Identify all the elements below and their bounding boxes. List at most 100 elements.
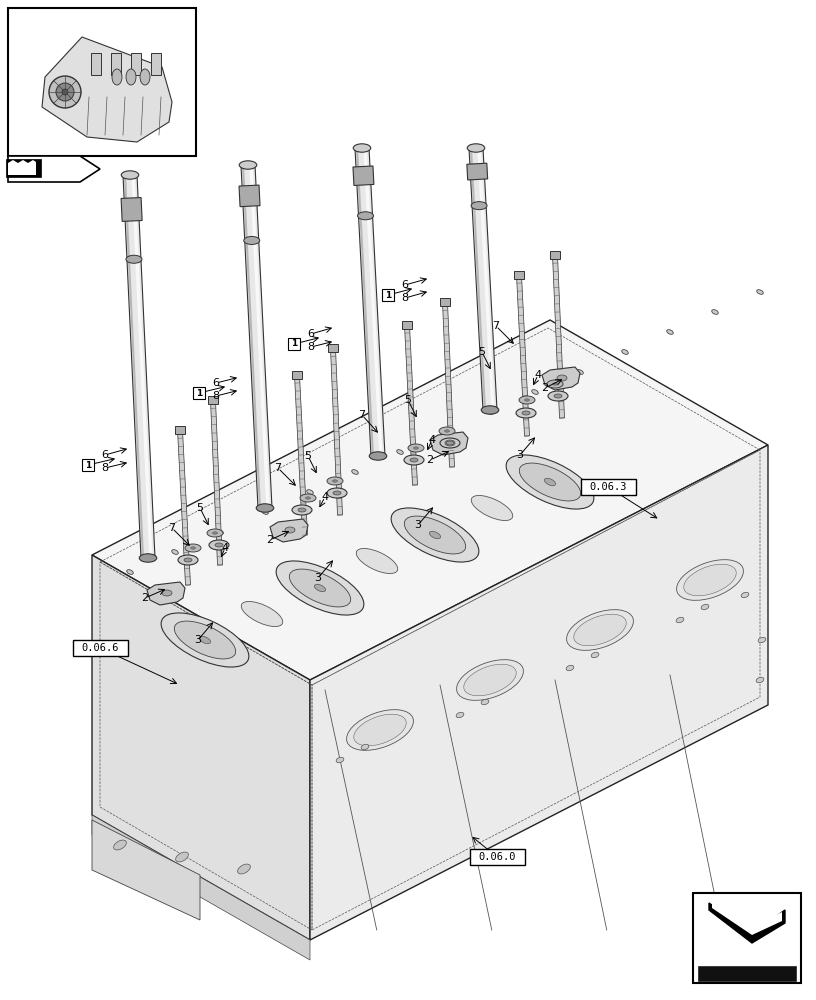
- Ellipse shape: [314, 584, 326, 592]
- Ellipse shape: [56, 83, 74, 101]
- Ellipse shape: [397, 450, 403, 454]
- Ellipse shape: [370, 452, 387, 460]
- Text: 2: 2: [141, 593, 149, 603]
- Ellipse shape: [758, 637, 766, 643]
- Polygon shape: [712, 900, 782, 935]
- Ellipse shape: [336, 757, 344, 763]
- Ellipse shape: [217, 530, 224, 534]
- Polygon shape: [467, 163, 488, 180]
- Text: 3: 3: [517, 450, 524, 460]
- Ellipse shape: [237, 864, 251, 874]
- Polygon shape: [405, 325, 418, 485]
- Text: 6: 6: [401, 280, 409, 290]
- Ellipse shape: [481, 406, 499, 414]
- Text: 2: 2: [542, 383, 548, 393]
- Ellipse shape: [456, 712, 463, 718]
- Ellipse shape: [292, 505, 312, 515]
- Ellipse shape: [440, 438, 460, 448]
- Ellipse shape: [574, 614, 626, 646]
- Text: 6: 6: [212, 378, 220, 388]
- Polygon shape: [241, 165, 272, 508]
- Text: 1: 1: [290, 340, 297, 349]
- Ellipse shape: [547, 380, 563, 388]
- Ellipse shape: [126, 570, 133, 574]
- Polygon shape: [709, 903, 785, 943]
- Ellipse shape: [519, 463, 581, 501]
- Ellipse shape: [112, 69, 122, 85]
- Polygon shape: [123, 175, 155, 558]
- Ellipse shape: [256, 504, 273, 512]
- Ellipse shape: [471, 202, 487, 210]
- Ellipse shape: [122, 171, 139, 179]
- Bar: [8, 8, 196, 156]
- Ellipse shape: [161, 613, 249, 667]
- Ellipse shape: [126, 69, 136, 85]
- Ellipse shape: [445, 430, 450, 432]
- Text: 8: 8: [401, 293, 409, 303]
- Ellipse shape: [113, 840, 126, 850]
- Ellipse shape: [327, 488, 347, 498]
- Ellipse shape: [676, 617, 684, 623]
- Ellipse shape: [391, 508, 479, 562]
- Polygon shape: [92, 815, 310, 960]
- Ellipse shape: [756, 677, 764, 683]
- Ellipse shape: [352, 470, 358, 474]
- Text: 3: 3: [194, 635, 202, 645]
- Ellipse shape: [215, 543, 223, 547]
- Ellipse shape: [207, 529, 223, 537]
- Polygon shape: [270, 519, 308, 542]
- Ellipse shape: [357, 212, 374, 220]
- Ellipse shape: [486, 410, 494, 414]
- Polygon shape: [353, 166, 374, 185]
- Ellipse shape: [242, 601, 282, 627]
- Ellipse shape: [408, 444, 424, 452]
- Text: 0.06.0: 0.06.0: [478, 852, 516, 862]
- Ellipse shape: [347, 710, 414, 750]
- Bar: [514, 271, 524, 279]
- Polygon shape: [42, 37, 172, 142]
- Bar: [288, 338, 300, 350]
- Ellipse shape: [140, 554, 157, 562]
- Ellipse shape: [566, 610, 633, 650]
- Text: 5: 5: [197, 503, 203, 513]
- Ellipse shape: [333, 491, 341, 495]
- Ellipse shape: [441, 430, 448, 434]
- Ellipse shape: [577, 370, 583, 374]
- Text: 2: 2: [427, 455, 433, 465]
- Ellipse shape: [544, 478, 556, 486]
- Ellipse shape: [566, 665, 574, 671]
- Bar: [382, 289, 394, 301]
- Text: 8: 8: [101, 463, 109, 473]
- Ellipse shape: [209, 540, 229, 550]
- Text: 8: 8: [308, 342, 314, 352]
- Ellipse shape: [178, 555, 198, 565]
- Text: 7: 7: [274, 463, 282, 473]
- Text: 4: 4: [221, 543, 228, 553]
- Ellipse shape: [481, 699, 489, 705]
- Ellipse shape: [185, 544, 201, 552]
- Ellipse shape: [404, 516, 466, 554]
- Ellipse shape: [162, 590, 172, 596]
- Polygon shape: [552, 255, 565, 418]
- Bar: [402, 321, 412, 329]
- Ellipse shape: [548, 391, 568, 401]
- Text: 5: 5: [478, 347, 486, 357]
- Ellipse shape: [285, 527, 295, 533]
- Ellipse shape: [276, 561, 364, 615]
- Polygon shape: [8, 160, 36, 175]
- Text: 2: 2: [267, 535, 273, 545]
- Ellipse shape: [667, 330, 673, 334]
- Ellipse shape: [701, 604, 709, 610]
- Bar: [208, 396, 218, 404]
- Ellipse shape: [439, 427, 455, 435]
- Ellipse shape: [354, 714, 406, 746]
- Polygon shape: [239, 185, 260, 207]
- Bar: [550, 251, 560, 259]
- Ellipse shape: [522, 411, 530, 415]
- Bar: [111, 53, 121, 75]
- Ellipse shape: [239, 161, 257, 169]
- Ellipse shape: [506, 455, 594, 509]
- Text: 6: 6: [101, 450, 109, 460]
- Ellipse shape: [300, 494, 316, 502]
- Bar: [131, 53, 141, 75]
